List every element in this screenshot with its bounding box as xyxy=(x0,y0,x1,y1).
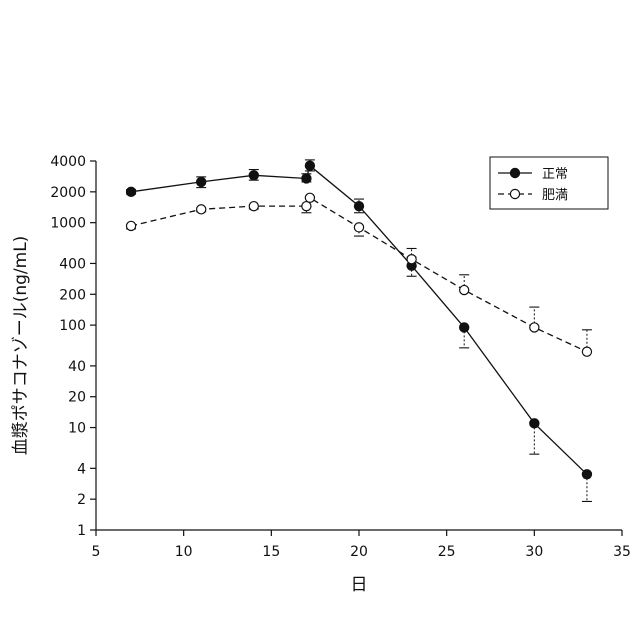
x-axis-label: 日 xyxy=(351,575,368,595)
x-tick-label: 15 xyxy=(262,544,280,560)
y-tick-label: 100 xyxy=(59,318,86,334)
data-point xyxy=(354,202,363,211)
y-tick-label: 4 xyxy=(77,461,86,477)
data-point xyxy=(249,202,258,211)
data-point xyxy=(460,323,469,332)
y-axis-label: 血漿ポサコナゾール(ng/mL) xyxy=(11,236,31,456)
legend-label: 正常 xyxy=(542,167,568,182)
data-point xyxy=(530,323,539,332)
data-point xyxy=(530,419,539,428)
data-point xyxy=(126,221,135,230)
data-point xyxy=(197,177,206,186)
x-tick-label: 20 xyxy=(350,544,368,560)
x-tick-label: 10 xyxy=(175,544,193,560)
y-tick-label: 1 xyxy=(77,523,86,539)
y-tick-label: 400 xyxy=(59,256,86,272)
data-point xyxy=(305,193,314,202)
data-point xyxy=(407,255,416,264)
x-tick-label: 25 xyxy=(438,544,456,560)
series-1 xyxy=(126,160,592,502)
data-point xyxy=(197,205,206,214)
legend-label: 肥満 xyxy=(542,188,568,203)
y-tick-label: 2 xyxy=(77,492,86,508)
legend: 正常肥満 xyxy=(490,157,608,209)
data-point xyxy=(460,285,469,294)
series-line xyxy=(131,198,587,352)
y-tick-label: 1000 xyxy=(50,216,86,232)
x-tick-label: 5 xyxy=(92,544,101,560)
y-tick-label: 10 xyxy=(68,421,86,437)
y-tick-label: 200 xyxy=(59,287,86,303)
y-tick-label: 20 xyxy=(68,390,86,406)
x-tick-label: 30 xyxy=(525,544,543,560)
axes: 5 10 15 20 25 30 35 1 2 4 10 20 40 100 200 400 1000 2000 4… xyxy=(50,154,631,560)
x-tick-label: 35 xyxy=(613,544,631,560)
data-point xyxy=(582,347,591,356)
y-tick-label: 40 xyxy=(68,359,86,375)
series-layer xyxy=(126,160,592,502)
legend-marker xyxy=(510,189,519,198)
data-point xyxy=(305,161,314,170)
series-2 xyxy=(126,193,592,356)
data-point xyxy=(354,223,363,232)
data-point xyxy=(582,470,591,479)
data-point xyxy=(126,187,135,196)
data-point xyxy=(249,171,258,180)
data-point xyxy=(302,174,311,183)
y-tick-label: 2000 xyxy=(50,185,86,201)
legend-marker xyxy=(510,168,519,177)
y-tick-label: 4000 xyxy=(50,154,86,170)
